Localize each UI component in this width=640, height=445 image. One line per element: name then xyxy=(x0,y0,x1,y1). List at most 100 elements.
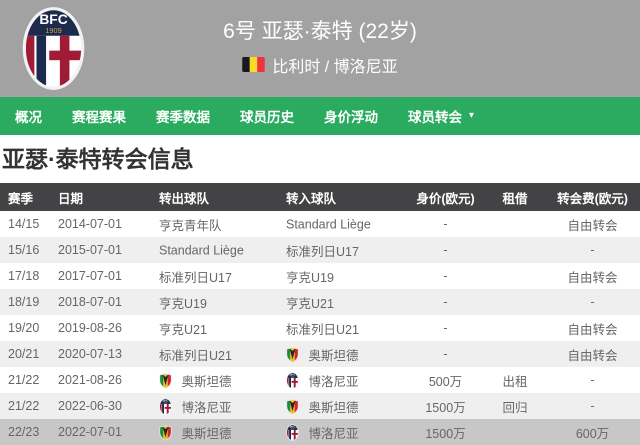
fee-cell: 600万 xyxy=(575,426,610,441)
to-team-cell: 奥斯坦德 xyxy=(278,393,406,419)
nav-item-身价浮动[interactable]: 身价浮动 xyxy=(309,97,393,135)
belgium-flag-icon xyxy=(242,57,266,73)
nav-item-label: 赛季数据 xyxy=(156,110,210,125)
from-team-cell: Standard Liège xyxy=(151,237,278,263)
from-team-name: 奥斯坦德 xyxy=(181,426,232,441)
table-header-row: 赛季 日期 转出球队 转入球队 身价(欧元) 租借 转会费(欧元) xyxy=(0,183,640,211)
from-team-cell: 标准列日U21 xyxy=(151,341,278,367)
page-title: 亚瑟·泰特转会信息 xyxy=(0,135,640,183)
nav-item-label: 概况 xyxy=(15,110,42,125)
to-team-name: 奥斯坦德 xyxy=(308,348,359,363)
oostende-crest-icon xyxy=(286,398,299,415)
chevron-down-icon: ▾ xyxy=(469,110,475,121)
market-value-cell: 1500万 xyxy=(425,426,466,441)
to-team-name: 标准列日U21 xyxy=(286,322,359,337)
from-team-cell: 奥斯坦德 xyxy=(151,419,278,445)
market-value-cell: - xyxy=(443,321,448,335)
fee-cell: 自由转会 xyxy=(567,218,618,233)
season-cell: 14/15 xyxy=(8,217,40,231)
table-row: 19/20 2019-08-26 亨克U21 标准列日U21 - 自由转会 xyxy=(0,315,640,341)
market-value-cell: 500万 xyxy=(428,374,463,389)
table-row: 15/16 2015-07-01 Standard Liège 标准列日U17 … xyxy=(0,237,640,263)
to-team-name: 亨克U19 xyxy=(286,270,334,285)
fee-cell: - xyxy=(590,399,595,413)
from-team-name: 标准列日U17 xyxy=(159,270,232,285)
from-team-cell: 亨克青年队 xyxy=(151,211,278,237)
from-team-name: 奥斯坦德 xyxy=(181,374,232,389)
transfer-table-body: 14/15 2014-07-01 亨克青年队 Standard Liège - … xyxy=(0,211,640,445)
season-cell: 21/22 xyxy=(8,399,40,413)
table-row: 17/18 2017-07-01 标准列日U17 亨克U19 - 自由转会 xyxy=(0,263,640,289)
oostende-crest-icon xyxy=(159,424,172,441)
fee-cell: - xyxy=(590,243,595,257)
column-header: 身价(欧元) xyxy=(406,183,485,211)
nav-item-赛季数据[interactable]: 赛季数据 xyxy=(141,97,225,135)
date-cell: 2020-07-13 xyxy=(58,347,122,361)
market-value-cell: - xyxy=(443,217,448,231)
to-team-cell: 亨克U21 xyxy=(278,289,406,315)
date-cell: 2014-07-01 xyxy=(58,217,122,231)
season-cell: 20/21 xyxy=(8,347,40,361)
to-team-cell: 标准列日U17 xyxy=(278,237,406,263)
loan-cell xyxy=(485,419,545,445)
bologna-crest-icon xyxy=(286,424,299,441)
loan-cell xyxy=(485,341,545,367)
to-team-cell: 博洛尼亚 xyxy=(278,367,406,393)
player-header: 6号 亚瑟·泰特 (22岁) 比利时 / 博洛尼亚 xyxy=(0,0,640,97)
player-name-title: 6号 亚瑟·泰特 (22岁) xyxy=(223,20,417,44)
to-team-name: Standard Liège xyxy=(286,217,371,232)
column-header: 转会费(欧元) xyxy=(545,183,640,211)
loan-cell xyxy=(485,237,545,263)
to-team-name: 博洛尼亚 xyxy=(308,426,359,441)
market-value-cell: - xyxy=(443,269,448,283)
from-team-name: 亨克U21 xyxy=(159,322,207,337)
column-header: 日期 xyxy=(50,183,151,211)
table-row: 22/23 2022-07-01 奥斯坦德 博洛尼亚 1500万 600万 xyxy=(0,419,640,445)
season-cell: 15/16 xyxy=(8,243,40,257)
to-team-cell: 标准列日U21 xyxy=(278,315,406,341)
table-row: 14/15 2014-07-01 亨克青年队 Standard Liège - … xyxy=(0,211,640,237)
table-row: 20/21 2020-07-13 标准列日U21 奥斯坦德 - 自由转会 xyxy=(0,341,640,367)
season-cell: 21/22 xyxy=(8,373,40,387)
to-team-cell: Standard Liège xyxy=(278,211,406,237)
player-subtitle: 比利时 / 博洛尼亚 xyxy=(242,53,398,77)
date-cell: 2022-07-01 xyxy=(58,425,122,439)
column-header: 租借 xyxy=(485,183,545,211)
column-header: 赛季 xyxy=(0,183,50,211)
from-team-cell: 奥斯坦德 xyxy=(151,367,278,393)
to-team-name: 标准列日U17 xyxy=(286,244,359,259)
nav-item-赛程赛果[interactable]: 赛程赛果 xyxy=(57,97,141,135)
table-row: 18/19 2018-07-01 亨克U19 亨克U21 - - xyxy=(0,289,640,315)
season-cell: 18/19 xyxy=(8,295,40,309)
to-team-name: 博洛尼亚 xyxy=(308,374,359,389)
date-cell: 2019-08-26 xyxy=(58,321,122,335)
from-team-cell: 亨克U21 xyxy=(151,315,278,341)
main-nav: 概况 赛程赛果 赛季数据 球员历史 身价浮动 球员转会 ▾ xyxy=(0,97,640,135)
nav-item-label: 身价浮动 xyxy=(324,110,378,125)
date-cell: 2021-08-26 xyxy=(58,373,122,387)
date-cell: 2017-07-01 xyxy=(58,269,122,283)
from-team-name: 亨克青年队 xyxy=(159,218,222,233)
nav-item-球员转会[interactable]: 球员转会 ▾ xyxy=(393,97,489,135)
market-value-cell: - xyxy=(443,347,448,361)
loan-cell xyxy=(485,211,545,237)
nav-item-球员历史[interactable]: 球员历史 xyxy=(225,97,309,135)
to-team-cell: 奥斯坦德 xyxy=(278,341,406,367)
from-team-name: Standard Liège xyxy=(159,243,244,258)
oostende-crest-icon xyxy=(159,372,172,389)
from-team-name: 博洛尼亚 xyxy=(181,400,232,415)
market-value-cell: - xyxy=(443,243,448,257)
date-cell: 2015-07-01 xyxy=(58,243,122,257)
to-team-name: 亨克U21 xyxy=(286,296,334,311)
nav-item-概况[interactable]: 概况 xyxy=(0,97,57,135)
column-header: 转入球队 xyxy=(278,183,406,211)
bologna-crest-icon xyxy=(17,6,90,91)
loan-cell xyxy=(485,289,545,315)
transfer-table: 赛季 日期 转出球队 转入球队 身价(欧元) 租借 转会费(欧元) 14/15 2014-0… xyxy=(0,183,640,445)
season-cell: 17/18 xyxy=(8,269,40,283)
table-row: 21/22 2022-06-30 博洛尼亚 奥斯坦德 1500万 回归 - xyxy=(0,393,640,419)
from-team-name: 标准列日U21 xyxy=(159,348,232,363)
from-team-cell: 博洛尼亚 xyxy=(151,393,278,419)
table-row: 21/22 2021-08-26 奥斯坦德 博洛尼亚 500万 出租 - xyxy=(0,367,640,393)
